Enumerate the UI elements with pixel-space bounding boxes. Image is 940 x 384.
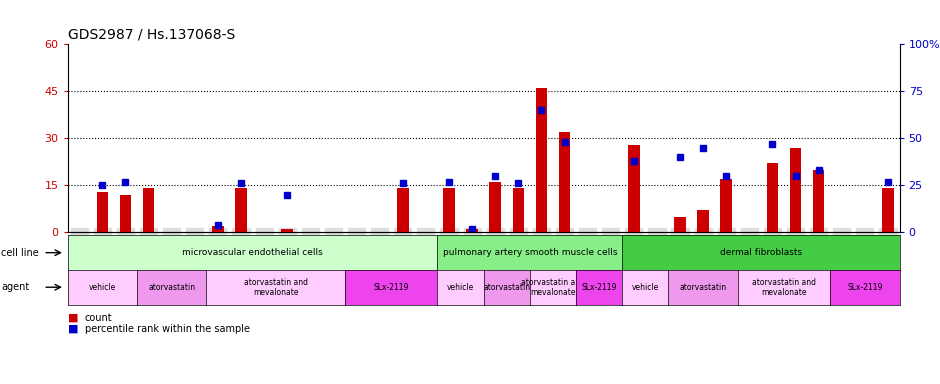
Text: vehicle: vehicle [632,283,659,292]
Bar [97,192,108,232]
Bar [466,229,478,232]
Bar [143,189,154,232]
Bar [813,170,824,232]
Text: atorvastatin and
mevalonate: atorvastatin and mevalonate [752,278,816,297]
Text: dermal fibroblasts: dermal fibroblasts [720,248,802,257]
Text: atorvastatin and
mevalonate: atorvastatin and mevalonate [243,278,307,297]
Bar [281,229,293,232]
Text: vehicle: vehicle [88,283,116,292]
Text: cell line: cell line [1,248,39,258]
Text: atorvastatin and
mevalonate: atorvastatin and mevalonate [521,278,585,297]
Bar [790,147,802,232]
Text: atorvastatin: atorvastatin [680,283,727,292]
Text: vehicle: vehicle [446,283,474,292]
Bar [628,144,639,232]
Text: atorvastatin: atorvastatin [483,283,530,292]
Bar [212,226,224,232]
Bar [674,217,686,232]
Bar [512,189,525,232]
Text: agent: agent [1,282,29,292]
Bar [767,163,778,232]
Bar [697,210,709,232]
Text: count: count [85,313,112,323]
Bar [558,132,571,232]
Bar [397,189,409,232]
Text: microvascular endothelial cells: microvascular endothelial cells [182,248,323,257]
Bar [443,189,455,232]
Bar [883,189,894,232]
Bar [720,179,732,232]
Bar [490,182,501,232]
Text: SLx-2119: SLx-2119 [847,283,883,292]
Bar [119,195,132,232]
Text: percentile rank within the sample: percentile rank within the sample [85,324,250,334]
Text: ■: ■ [68,313,78,323]
Text: SLx-2119: SLx-2119 [373,283,409,292]
Bar [536,88,547,232]
Text: SLx-2119: SLx-2119 [582,283,617,292]
Text: pulmonary artery smooth muscle cells: pulmonary artery smooth muscle cells [443,248,617,257]
Bar [235,189,247,232]
Text: ■: ■ [68,324,78,334]
Text: atorvastatin: atorvastatin [149,283,196,292]
Text: GDS2987 / Hs.137068-S: GDS2987 / Hs.137068-S [68,28,235,41]
